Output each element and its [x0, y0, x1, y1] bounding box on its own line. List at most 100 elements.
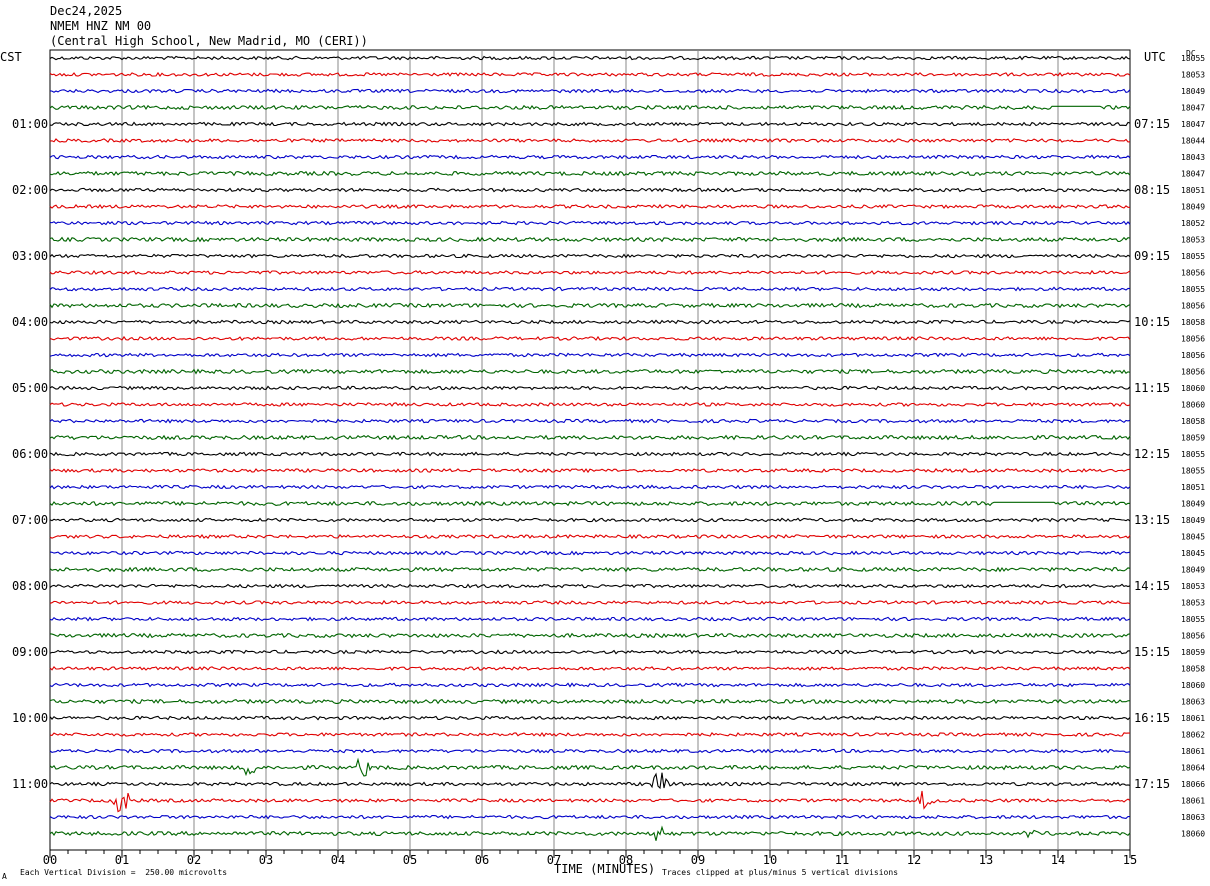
- seismic-trace: [49, 269, 1131, 275]
- seismic-trace: [49, 203, 1130, 210]
- seismic-trace: [49, 104, 1131, 111]
- dc-offset-label: 18052: [1181, 219, 1205, 228]
- dc-offset-label: 18047: [1181, 170, 1205, 179]
- x-tick-label: 02: [187, 853, 201, 867]
- dc-offset-label: 18045: [1181, 549, 1205, 558]
- seismic-trace: [49, 599, 1131, 605]
- right-hour-label: 11:15: [1134, 381, 1170, 395]
- dc-offset-label: 18058: [1181, 318, 1205, 327]
- dc-offset-label: 18055: [1181, 252, 1205, 261]
- seismic-trace: [49, 385, 1131, 391]
- x-tick-label: 15: [1123, 853, 1137, 867]
- seismic-trace: [49, 682, 1131, 688]
- clip-note: Traces clipped at plus/minus 5 vertical …: [662, 868, 899, 877]
- seismic-trace: [49, 757, 1131, 777]
- seismic-trace: [49, 138, 1131, 143]
- left-hour-label: 04:00: [12, 315, 48, 329]
- seismic-trace: [49, 649, 1131, 655]
- dc-offset-label: 18063: [1181, 698, 1205, 707]
- dc-offset-label: 18044: [1181, 137, 1205, 146]
- dc-offset-label: 18066: [1181, 780, 1205, 789]
- left-hour-label: 11:00: [12, 777, 48, 791]
- dc-offset-label: 18060: [1181, 681, 1205, 690]
- seismic-trace: [49, 550, 1131, 556]
- date-label: Dec24,2025: [50, 4, 123, 18]
- dc-offset-label: 18051: [1181, 186, 1205, 195]
- x-tick-label: 00: [43, 853, 57, 867]
- dc-offset-label: 18055: [1181, 615, 1205, 624]
- seismic-trace: [49, 434, 1131, 441]
- dc-offset-label: 18049: [1181, 500, 1205, 509]
- seismic-trace: [49, 170, 1131, 177]
- dc-offset-label: 18060: [1181, 384, 1205, 393]
- dc-offset-label: 18055: [1181, 285, 1205, 294]
- left-timezone-label: CST: [0, 50, 22, 64]
- corner-mark: А: [2, 872, 7, 881]
- seismic-trace: [49, 236, 1131, 243]
- seismic-trace: [49, 500, 1131, 507]
- dc-offset-label: 18062: [1181, 731, 1205, 740]
- right-hour-label: 08:15: [1134, 183, 1170, 197]
- left-hour-label: 06:00: [12, 447, 48, 461]
- dc-offset-label: 18051: [1181, 483, 1205, 492]
- seismic-trace: [49, 220, 1131, 226]
- seismic-trace: [49, 566, 1131, 573]
- seismic-trace: [49, 71, 1131, 77]
- seismic-trace: [49, 772, 1131, 790]
- dc-offset-label: 18053: [1181, 236, 1205, 245]
- right-hour-label: 13:15: [1134, 513, 1170, 527]
- x-tick-label: 14: [1051, 853, 1065, 867]
- right-hour-label: 15:15: [1134, 645, 1170, 659]
- right-hour-label: 07:15: [1134, 117, 1170, 131]
- dc-offset-label: 18053: [1181, 599, 1205, 608]
- dc-offset-label: 18060: [1181, 401, 1205, 410]
- x-tick-label: 06: [475, 853, 489, 867]
- plot-frame: [49, 49, 1131, 851]
- dc-offset-label: 18061: [1181, 797, 1205, 806]
- seismic-trace: [49, 484, 1131, 490]
- x-tick-label: 05: [403, 853, 417, 867]
- seismic-trace: [49, 55, 1131, 61]
- seismic-trace: [49, 402, 1131, 407]
- dc-offset-label: 18058: [1181, 665, 1205, 674]
- dc-offset-label: 18045: [1181, 533, 1205, 542]
- dc-offset-label: 18043: [1181, 153, 1205, 162]
- right-hour-label: 16:15: [1134, 711, 1170, 725]
- dc-offset-label: 18055: [1181, 450, 1205, 459]
- right-timezone-label: UTC: [1144, 50, 1166, 64]
- seismic-trace: [49, 467, 1131, 474]
- seismic-trace: [49, 368, 1131, 375]
- x-tick-label: 01: [115, 853, 129, 867]
- seismic-trace: [49, 352, 1131, 358]
- dc-offset-label: 18064: [1181, 764, 1205, 773]
- dc-offset-label: 18059: [1181, 434, 1205, 443]
- dc-offset-label: 18055: [1181, 467, 1205, 476]
- dc-offset-label: 18056: [1181, 335, 1205, 344]
- seismic-trace: [49, 335, 1131, 342]
- dc-offset-label: 18056: [1181, 351, 1205, 360]
- seismic-trace: [49, 187, 1131, 193]
- seismic-trace: [49, 253, 1131, 259]
- seismic-trace: [49, 698, 1131, 705]
- right-hour-label: 17:15: [1134, 777, 1170, 791]
- x-tick-label: 08: [619, 853, 633, 867]
- seismic-trace: [49, 302, 1131, 309]
- dc-offset-label: 18049: [1181, 566, 1205, 575]
- dc-offset-label: 18049: [1181, 516, 1205, 525]
- seismic-trace: [49, 88, 1131, 94]
- seismic-trace: [49, 715, 1131, 721]
- x-axis-title: TIME (MINUTES): [554, 862, 656, 876]
- scale-note: Each Vertical Division = 250.00 microvol…: [20, 868, 228, 877]
- dc-offset-label: 18061: [1181, 714, 1205, 723]
- dc-offset-label: 18047: [1181, 104, 1205, 113]
- seismic-trace: [49, 732, 1130, 738]
- dc-offset-label: 18058: [1181, 417, 1205, 426]
- dc-offset-label: 18053: [1181, 71, 1205, 80]
- seismic-trace: [49, 517, 1131, 523]
- station-label: NMEM HNZ NM 00: [50, 19, 152, 33]
- seismic-trace: [49, 286, 1131, 292]
- left-hour-label: 10:00: [12, 711, 48, 725]
- x-tick-label: 04: [331, 853, 345, 867]
- seismic-trace: [49, 666, 1131, 672]
